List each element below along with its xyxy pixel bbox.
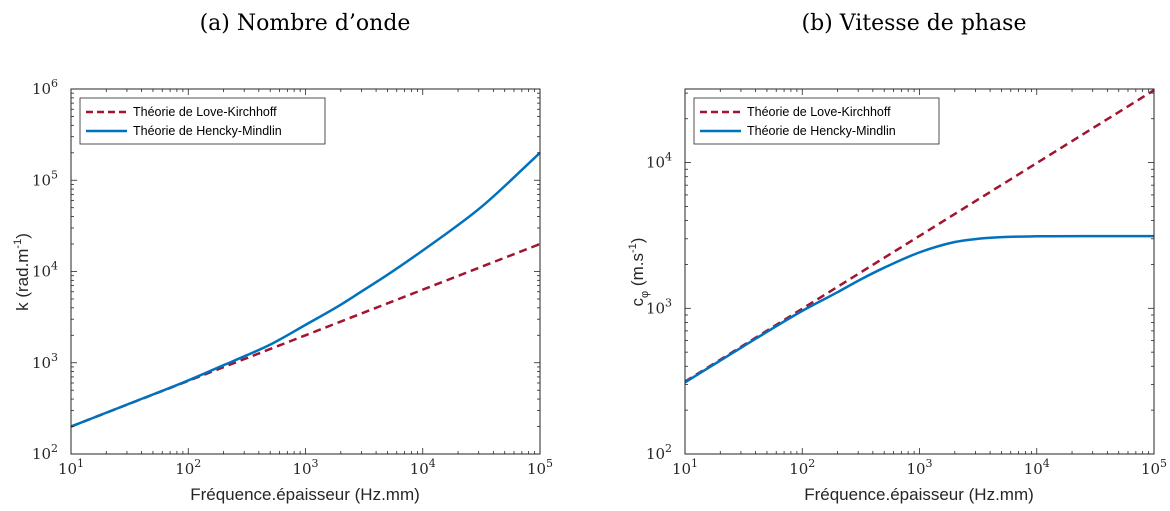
panel-b-x-tick-label: 104 (1024, 457, 1050, 478)
panel-a-legend: Théorie de Love-Kirchhoff Théorie de Hen… (79, 97, 326, 145)
panel-a-title: (a) Nombre d’onde (200, 11, 411, 36)
panel-b-series-love-kirchhoff (684, 89, 1155, 383)
panel-a-y-tick-label: 104 (32, 260, 58, 281)
panel-b-legend-love-kirchhoff: Théorie de Love-Kirchhoff (747, 105, 891, 119)
panel-a-x-tick-label: 102 (175, 457, 201, 478)
panel-b-series-hencky-mindlin (684, 234, 1154, 384)
panel-a-y-tick-label: 103 (32, 351, 58, 372)
panel-b-x-tick-label: 101 (672, 457, 698, 478)
panel-a-y-axis-label: k (rad.m-1) (12, 233, 32, 311)
panel-b-y-tick-label: 102 (646, 442, 672, 463)
panel-a-y-tick-label: 105 (32, 168, 58, 189)
panel-a-x-tick-label: 103 (292, 457, 318, 478)
panel-b-y-tick-label: 103 (646, 296, 672, 317)
panel-a-x-tick-label: 104 (410, 457, 436, 478)
panel-a-x-tick-label: 101 (58, 457, 84, 478)
panel-b-legend-hencky-mindlin: Théorie de Hencky-Mindlin (747, 124, 896, 138)
panel-b-y-axis-label: cφ (m.s-1) (627, 238, 651, 307)
panel-b-x-tick-label: 103 (906, 457, 932, 478)
panel-a-legend-love-kirchhoff: Théorie de Love-Kirchhoff (133, 105, 277, 119)
panel-a-chart: (a) Nombre d’onde 101 102 103 104 1051021031… (12, 11, 553, 504)
panel-b-y-tick-label: 104 (646, 151, 672, 172)
panel-a-x-axis-label: Fréquence.épaisseur (Hz.mm) (190, 485, 420, 504)
panel-a-x-tick-label: 105 (527, 457, 553, 478)
panel-a-y-tick-label: 102 (32, 442, 58, 463)
panel-b-legend: Théorie de Love-Kirchhoff Théorie de Hen… (693, 97, 940, 145)
panel-a-legend-hencky-mindlin: Théorie de Hencky-Mindlin (133, 124, 282, 138)
panel-b-chart: (b) Vitesse de phase 101 102 103 104 1051021… (627, 11, 1167, 504)
panel-b-title: (b) Vitesse de phase (801, 11, 1026, 36)
panel-b-x-axis-label: Fréquence.épaisseur (Hz.mm) (804, 485, 1034, 504)
panel-a-y-tick-label: 106 (32, 77, 58, 98)
panel-a-series-hencky-mindlin (70, 151, 541, 428)
panel-b-x-tick-label: 102 (789, 457, 815, 478)
panel-b-x-tick-label: 105 (1141, 457, 1167, 478)
